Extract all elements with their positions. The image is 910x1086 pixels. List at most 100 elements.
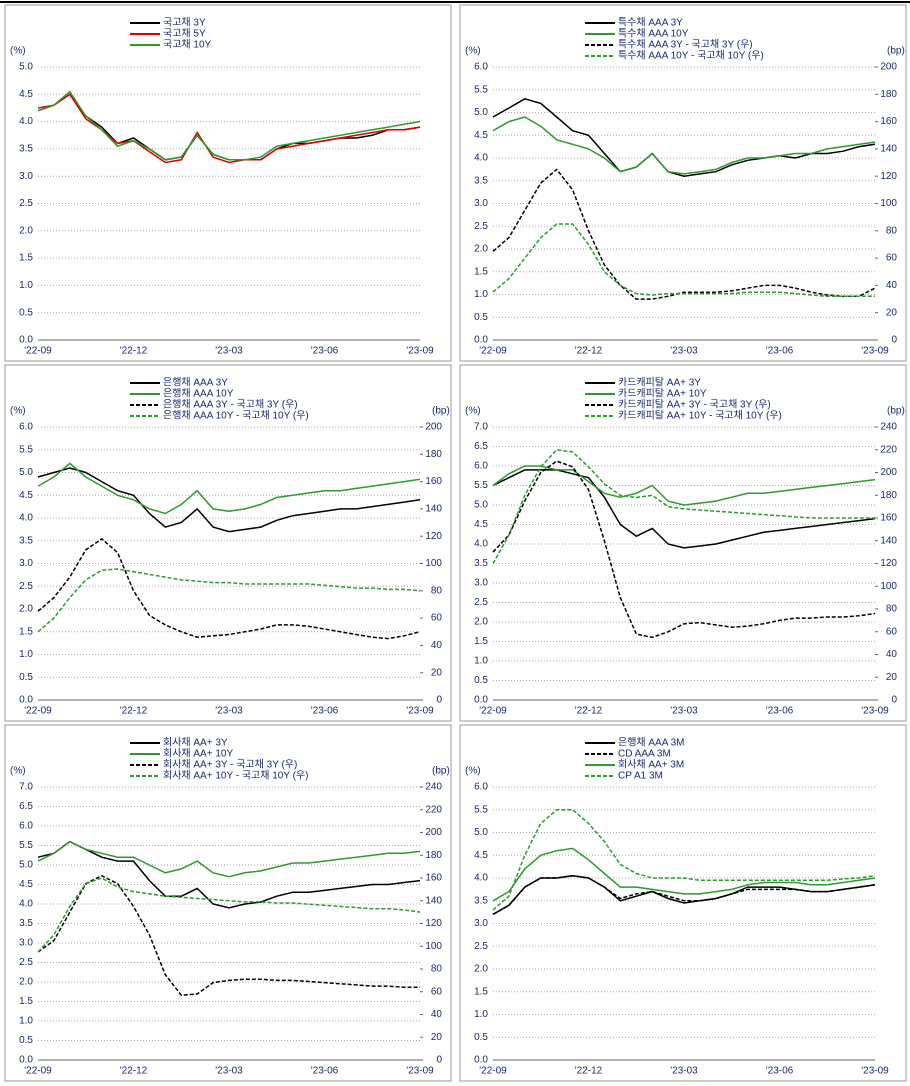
x-tick-label: '22-12 [575, 1066, 603, 1077]
y-tick-label: 0.0 [19, 695, 33, 706]
x-tick-label: '23-09 [861, 346, 889, 357]
y-tick-label: 4.5 [19, 879, 33, 890]
y2-tick-label: 40 [886, 280, 898, 291]
y-tick-label: 2.0 [474, 244, 488, 255]
y2-tick-label: 140 [880, 144, 897, 155]
y-tick-label: 1.5 [474, 266, 488, 277]
y2-tick-label: 80 [886, 225, 898, 236]
y-tick-label: 3.0 [474, 198, 488, 209]
y-tick-label: 7.0 [19, 782, 33, 793]
y2-tick-label: 20 [431, 1032, 443, 1043]
legend-label: 은행채 AAA 10Y [163, 388, 234, 400]
y-tick-label: 4.0 [474, 873, 488, 884]
y-tick-label: 3.0 [474, 918, 488, 929]
panel [4, 364, 452, 722]
y-tick-label: 5.0 [19, 62, 33, 73]
legend-label: 특수채 AAA 3Y - 국고채 3Y (우) [618, 39, 753, 51]
y2-tick-label: 120 [880, 171, 897, 182]
y2-tick-label: 100 [425, 558, 442, 569]
series-line [492, 449, 875, 564]
x-tick-label: '23-03 [215, 1066, 243, 1077]
y2-tick-label: 140 [425, 504, 442, 515]
series-line [492, 847, 876, 902]
panel [459, 4, 907, 362]
y2-axis-unit: (bp) [887, 406, 905, 417]
series-line [492, 460, 876, 639]
y2-tick-label: 120 [425, 531, 442, 542]
y-tick-label: 1.0 [19, 280, 33, 291]
series-line [492, 809, 876, 911]
x-tick-label: '23-09 [861, 706, 889, 717]
legend-label: 특수채 AAA 10Y [618, 28, 689, 40]
y-axis-unit: (%) [465, 406, 481, 417]
y2-tick-label: 180 [880, 89, 897, 100]
y2-tick-label: 80 [431, 585, 443, 596]
legend-label: 회사채 AA+ 3M [618, 759, 684, 771]
y-tick-label: 0.0 [474, 1055, 488, 1066]
y-tick-label: 1.5 [19, 253, 33, 264]
y-tick-label: 0.5 [474, 675, 488, 686]
y-tick-label: 6.0 [474, 62, 488, 73]
y-axis-unit: (%) [465, 766, 481, 777]
y-axis-unit: (%) [10, 46, 26, 57]
panel [459, 724, 907, 1082]
legend-label: 카드캐피탈 AA+ 3Y [618, 376, 701, 389]
y-tick-label: 2.0 [19, 604, 33, 615]
y2-tick-label: 240 [880, 422, 897, 433]
y-tick-label: 6.0 [19, 821, 33, 832]
series-line [37, 537, 421, 640]
x-tick-label: '23-06 [766, 1066, 794, 1077]
y-tick-label: 3.0 [474, 578, 488, 589]
y2-tick-label: 80 [886, 604, 898, 615]
y-tick-label: 5.5 [474, 84, 488, 95]
y-tick-label: 1.5 [474, 636, 488, 647]
y2-tick-label: 80 [431, 964, 443, 975]
x-tick-label: '22-09 [479, 706, 507, 717]
x-tick-label: '23-06 [311, 346, 339, 357]
y2-tick-label: 160 [880, 513, 897, 524]
y-tick-label: 4.0 [19, 513, 33, 524]
y2-axis-unit: (bp) [432, 406, 450, 417]
y2-axis-unit: (bp) [432, 766, 450, 777]
x-tick-label: '22-09 [479, 346, 507, 357]
y2-tick-label: 60 [431, 613, 443, 624]
y2-tick-label: 240 [425, 782, 442, 793]
legend-label: 국고채 10Y [163, 39, 212, 51]
y2-tick-label: 100 [880, 198, 897, 209]
y-tick-label: 5.0 [19, 860, 33, 871]
y2-tick-label: 0 [436, 1055, 442, 1066]
y-tick-label: 1.0 [474, 1009, 488, 1020]
panel [4, 724, 452, 1082]
y-tick-label: 4.5 [19, 89, 33, 100]
y2-tick-label: 180 [425, 850, 442, 861]
legend-label: 은행채 AAA 3M [618, 737, 685, 749]
y-tick-label: 5.5 [19, 840, 33, 851]
y-tick-label: 2.0 [474, 964, 488, 975]
y-tick-label: 6.5 [19, 801, 33, 812]
legend-label: 특수채 AAA 3Y [618, 17, 683, 29]
x-tick-label: '23-06 [766, 706, 794, 717]
series-line [492, 97, 876, 177]
y2-tick-label: 180 [880, 490, 897, 501]
legend-label: 국고채 5Y [163, 28, 206, 40]
panel [459, 364, 907, 722]
x-tick-label: '22-12 [120, 706, 148, 717]
y2-tick-label: 40 [431, 1009, 443, 1020]
y-tick-label: 4.5 [474, 850, 488, 861]
x-tick-label: '22-09 [24, 346, 52, 357]
series-line [37, 93, 421, 161]
y2-tick-label: 200 [425, 827, 442, 838]
y-tick-label: 4.0 [19, 899, 33, 910]
x-tick-label: '23-09 [861, 1066, 889, 1077]
y2-tick-label: 0 [436, 695, 442, 706]
y2-tick-label: 180 [425, 449, 442, 460]
series-line [37, 874, 420, 996]
x-tick-label: '23-09 [406, 1066, 434, 1077]
legend-label: 특수채 AAA 10Y - 국고채 10Y (우) [618, 50, 764, 62]
x-tick-label: '23-06 [311, 1066, 339, 1077]
y-tick-label: 1.5 [474, 986, 488, 997]
x-tick-label: '23-03 [670, 1066, 698, 1077]
y-tick-label: 2.5 [474, 941, 488, 952]
y2-tick-label: 220 [425, 804, 442, 815]
